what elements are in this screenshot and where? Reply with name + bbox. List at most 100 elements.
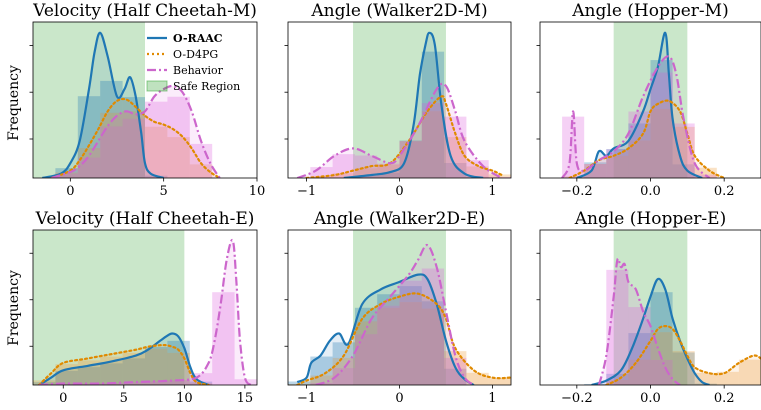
x-tick-label: 1 bbox=[488, 184, 496, 199]
legend-item-od4pg: O-D4PG bbox=[147, 48, 218, 61]
hist-bar-oraac bbox=[628, 123, 651, 178]
hist-bar-od4pg bbox=[55, 172, 78, 178]
legend-label: Behavior bbox=[173, 64, 224, 77]
hist-bar-behavior bbox=[212, 292, 235, 385]
hist-bar-behavior bbox=[444, 116, 467, 178]
hist-bar-oraac bbox=[444, 368, 467, 385]
panel-title: Angle (Hopper-E) bbox=[574, 209, 726, 229]
hist-bar-behavior bbox=[122, 382, 145, 385]
x-tick-label: 0 bbox=[66, 184, 74, 199]
x-tick-label: 15 bbox=[237, 391, 254, 406]
hist-bar-od4pg bbox=[399, 302, 422, 385]
hist-bar-behavior bbox=[488, 176, 511, 178]
x-tick-label: 0.0 bbox=[640, 184, 661, 199]
hist-bar-oraac bbox=[650, 292, 673, 385]
kde-line-oraac bbox=[591, 277, 710, 385]
hist-bar-oraac bbox=[354, 175, 378, 178]
hist-bar-od4pg bbox=[310, 375, 333, 385]
hist-bar-od4pg bbox=[167, 352, 190, 385]
hist-bar-od4pg bbox=[738, 359, 761, 385]
kde-fill-oraac bbox=[343, 32, 484, 178]
hist-bar-behavior bbox=[444, 357, 467, 385]
panel-title: Velocity (Half Cheetah-M) bbox=[32, 1, 257, 21]
kde-fill-od4pg bbox=[606, 326, 761, 385]
panel-2: −1 0 1 Angle (Walker2D-M) bbox=[284, 1, 512, 199]
hist-bar-od4pg bbox=[606, 379, 629, 385]
kde-line-behavior bbox=[39, 238, 252, 385]
kde-line-behavior bbox=[296, 82, 503, 178]
hist-bar-od4pg bbox=[672, 126, 695, 178]
x-tick-label: 0.0 bbox=[640, 391, 661, 406]
panel-plot-area bbox=[33, 230, 257, 385]
hist-bar-oraac bbox=[145, 347, 168, 385]
safe-region bbox=[613, 22, 688, 178]
panel-plot-area bbox=[288, 230, 511, 385]
hist-bar-behavior bbox=[55, 383, 78, 385]
x-tick-label: 10 bbox=[176, 391, 193, 406]
kde-fill-od4pg bbox=[51, 98, 220, 178]
safe-region bbox=[33, 230, 185, 385]
kde-fill-behavior bbox=[39, 240, 251, 385]
hist-bar-od4pg bbox=[332, 357, 355, 385]
kde-line-od4pg bbox=[296, 292, 511, 385]
hist-bar-behavior bbox=[628, 111, 651, 178]
panel-1: 0 5 10 Velocity (Half Cheetah-M) bbox=[29, 1, 266, 199]
kde-fill-oraac bbox=[297, 274, 474, 385]
x-tick-label: 0 bbox=[395, 391, 403, 406]
hist-bar-od4pg bbox=[716, 371, 739, 385]
panel-frame bbox=[32, 21, 258, 179]
hist-bar-oraac bbox=[100, 80, 123, 178]
panel-6: −0.2 0.0 0.2 Angle (Hopper-E) bbox=[536, 209, 761, 406]
hist-bar-od4pg bbox=[488, 378, 511, 385]
panel-plot-area bbox=[33, 22, 221, 178]
legend-item-oraac: O-RAAC bbox=[147, 32, 223, 45]
safe-region bbox=[613, 230, 688, 385]
hist-bar-od4pg bbox=[377, 307, 400, 385]
x-tick-label: −1 bbox=[297, 184, 316, 199]
panel-plot-area bbox=[584, 230, 761, 385]
x-tick-label: 10 bbox=[249, 184, 266, 199]
kde-line-oraac bbox=[296, 273, 475, 385]
hist-bar-oraac bbox=[377, 172, 400, 178]
hist-bar-od4pg bbox=[466, 166, 489, 178]
hist-bar-od4pg bbox=[145, 348, 168, 385]
safe-region bbox=[353, 230, 446, 385]
kde-line-oraac bbox=[576, 31, 703, 178]
hist-bar-oraac bbox=[650, 60, 673, 178]
panel-4: 0 5 10 15 Velocity (Half Cheetah-E) bbox=[29, 209, 258, 406]
hist-bar-od4pg bbox=[122, 352, 145, 385]
panel-title: Angle (Hopper-M) bbox=[571, 1, 728, 21]
hist-bar-behavior bbox=[100, 126, 123, 178]
hist-bar-od4pg bbox=[354, 321, 378, 385]
hist-bar-od4pg bbox=[694, 167, 717, 178]
x-tick-label: 5 bbox=[160, 184, 168, 199]
hist-bar-oraac bbox=[55, 370, 78, 385]
legend-item-behavior: Behavior bbox=[147, 64, 224, 77]
hist-bar-behavior bbox=[332, 154, 355, 178]
hist-bar-behavior bbox=[310, 167, 333, 178]
hist-bar-oraac bbox=[122, 358, 145, 385]
x-tick-label: 0.2 bbox=[714, 184, 735, 199]
hist-bar-od4pg bbox=[354, 168, 378, 178]
hist-bar-behavior bbox=[354, 334, 378, 385]
kde-fill-od4pg bbox=[569, 100, 725, 178]
legend: O-RAAC O-D4PG Behavior Safe Region bbox=[146, 32, 240, 93]
hist-bar-behavior bbox=[145, 381, 168, 385]
hist-bar-behavior bbox=[332, 368, 355, 385]
legend-patch bbox=[146, 80, 168, 92]
hist-bar-behavior bbox=[650, 72, 673, 178]
hist-bar-oraac bbox=[167, 340, 190, 385]
kde-line-od4pg bbox=[38, 343, 210, 385]
panel-5: −1 0 1 Angle (Walker2D-E) bbox=[284, 209, 512, 406]
kde-line-oraac bbox=[343, 31, 484, 178]
panel-title: Velocity (Half Cheetah-E) bbox=[35, 209, 255, 229]
hist-bar-behavior bbox=[562, 116, 585, 178]
hist-bar-oraac bbox=[399, 140, 422, 178]
hist-bar-od4pg bbox=[562, 176, 585, 178]
hist-bar-od4pg bbox=[672, 351, 695, 385]
hist-bar-od4pg bbox=[606, 155, 629, 178]
hist-bar-behavior bbox=[77, 383, 101, 385]
hist-bar-behavior bbox=[189, 373, 213, 385]
hist-bar-behavior bbox=[122, 118, 145, 178]
